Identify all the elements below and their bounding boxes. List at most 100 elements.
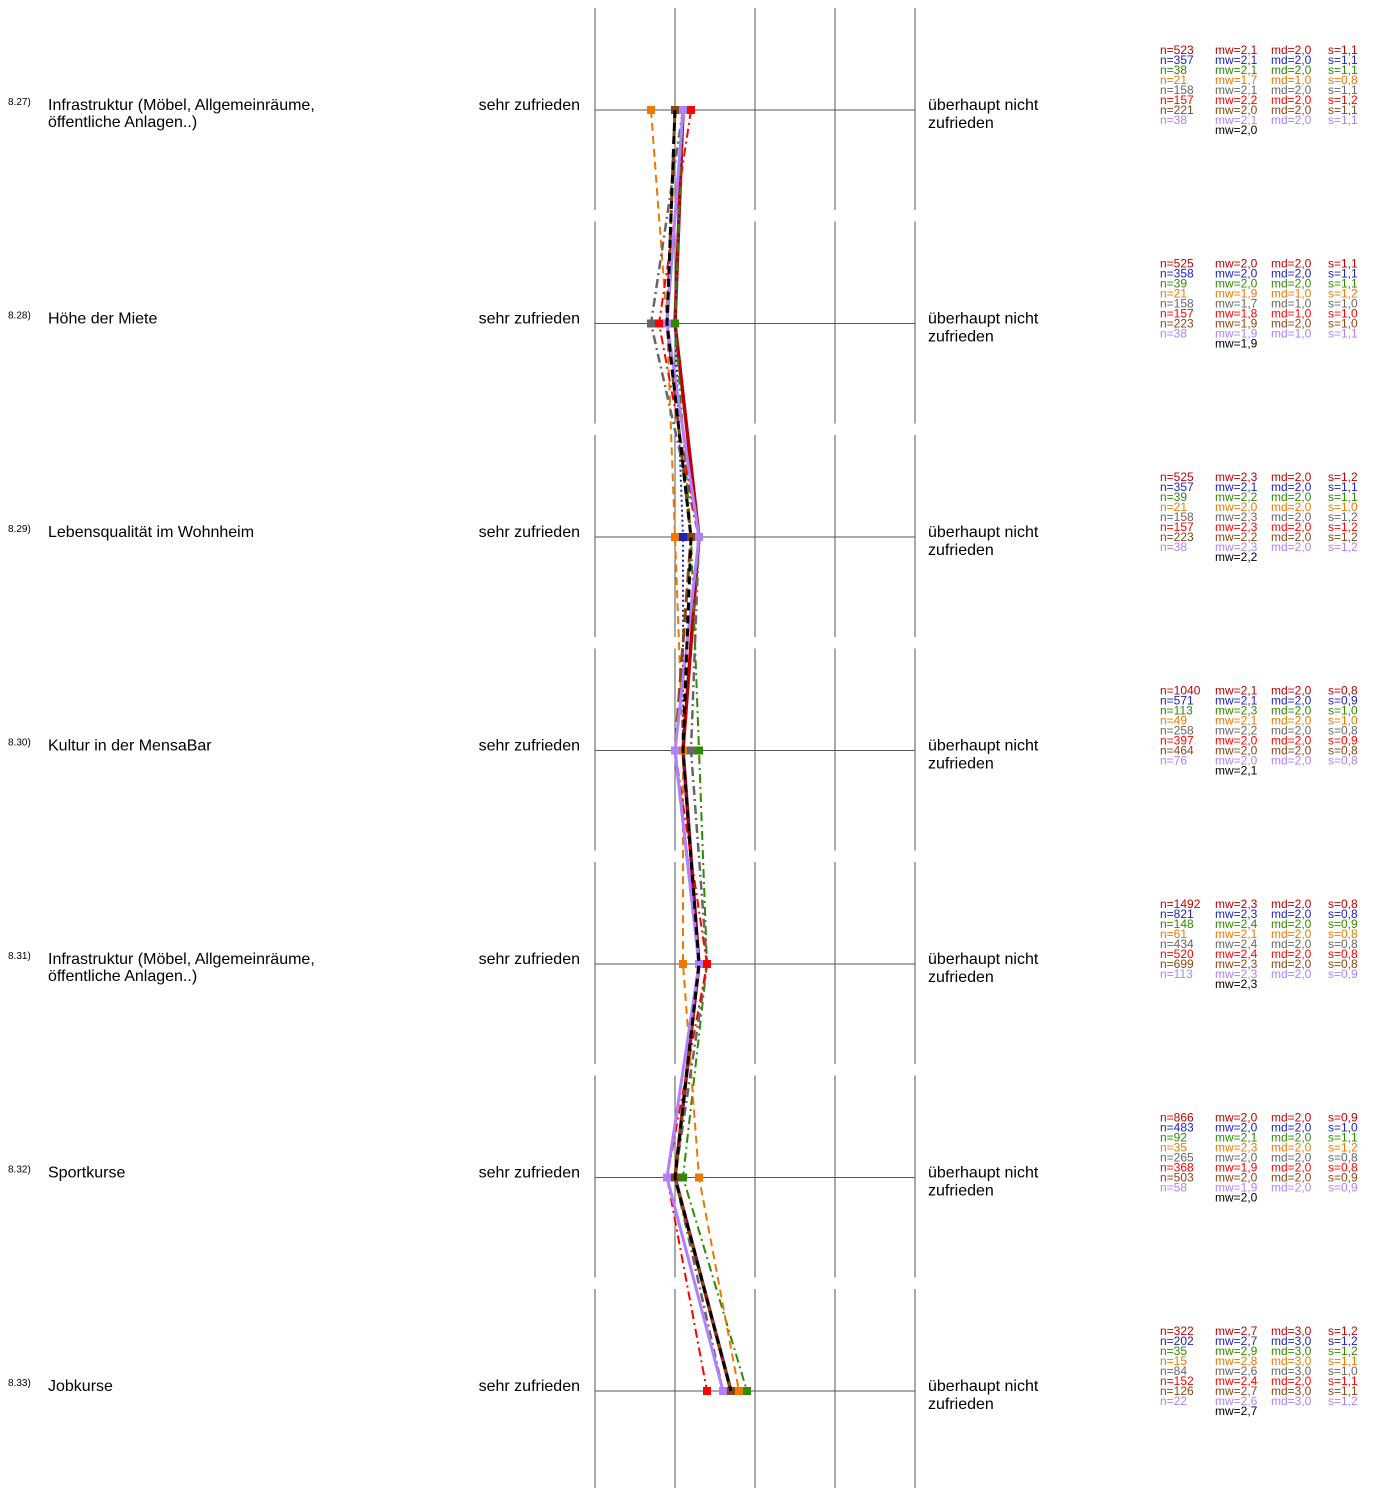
stat-median: md=2,0 [1271, 53, 1312, 67]
stat-sd: s=1,1 [1328, 327, 1358, 341]
series-point [687, 746, 695, 755]
series-point [703, 1387, 711, 1395]
stat-sd: s=1,1 [1328, 490, 1358, 504]
stat-median: md=2,0 [1271, 93, 1312, 107]
stat-n: n=126 [1160, 1384, 1194, 1398]
stat-sd: s=1,1 [1328, 1384, 1358, 1398]
left-pole-label: sehr zufrieden [479, 951, 580, 968]
stat-n: n=223 [1160, 317, 1194, 331]
stat-mean: mw=2,0 [1215, 1121, 1258, 1135]
stat-sd: s=1,2 [1328, 287, 1358, 301]
stat-median: md=1,0 [1271, 307, 1312, 321]
stat-sd: s=1,2 [1328, 1334, 1358, 1348]
labels: 8.27) Infrastruktur (Möbel, Allgemeinräum… [8, 97, 1039, 1413]
right-pole-label: zufrieden [928, 1183, 994, 1200]
series-point [679, 106, 687, 114]
stat-median: md=2,0 [1271, 694, 1312, 708]
stat-median: md=2,0 [1271, 1121, 1312, 1135]
stat-mean: mw=1,9 [1215, 327, 1258, 341]
stat-mean: mw=2,4 [1215, 1374, 1258, 1388]
stat-median: md=1,0 [1271, 287, 1312, 301]
stat-median: md=2,0 [1271, 1151, 1312, 1165]
series-point [687, 106, 695, 114]
right-pole-label: überhaupt nicht [928, 1165, 1039, 1182]
stat-median: md=2,0 [1271, 277, 1312, 291]
left-pole-label: sehr zufrieden [479, 524, 580, 541]
series-point [671, 319, 679, 328]
question-label: Jobkurse [48, 1378, 113, 1395]
stat-sd: s=0,8 [1328, 907, 1358, 921]
stat-n: n=525 [1160, 470, 1194, 484]
question-number: 8.30) [8, 738, 31, 749]
stat-sd: s=1,2 [1328, 1141, 1358, 1155]
stat-median: md=2,0 [1271, 267, 1312, 281]
stat-overall-mean: mw=2,0 [1215, 123, 1258, 137]
series-point [647, 106, 655, 114]
stat-mean: mw=2,1 [1215, 480, 1258, 494]
stat-mean: mw=2,1 [1215, 53, 1258, 67]
stat-median: md=2,0 [1271, 500, 1312, 514]
stat-n: n=483 [1160, 1121, 1194, 1135]
stat-sd: s=1,2 [1328, 1344, 1358, 1358]
stat-mean: mw=2,1 [1215, 714, 1258, 728]
stat-sd: s=0,9 [1328, 734, 1358, 748]
stat-n: n=265 [1160, 1151, 1194, 1165]
stat-n: n=158 [1160, 510, 1194, 524]
stat-mean: mw=2,2 [1215, 724, 1258, 738]
question-label: Lebensqualität im Wohnheim [48, 524, 254, 541]
stat-sd: s=1,2 [1328, 93, 1358, 107]
question-number: 8.32) [8, 1165, 31, 1176]
stat-sd: s=1,1 [1328, 277, 1358, 291]
right-pole-label: überhaupt nicht [928, 1378, 1039, 1395]
stat-mean: mw=2,7 [1215, 1334, 1258, 1348]
stat-n: n=525 [1160, 257, 1194, 271]
stat-median: md=2,0 [1271, 734, 1312, 748]
stat-sd: s=0,8 [1328, 1161, 1358, 1175]
stat-sd: s=0,9 [1328, 1111, 1358, 1125]
stat-median: md=2,0 [1271, 63, 1312, 77]
stat-median: md=2,0 [1271, 957, 1312, 971]
stat-sd: s=1,1 [1328, 43, 1358, 57]
stat-mean: mw=2,3 [1215, 957, 1258, 971]
stat-median: md=2,0 [1271, 1131, 1312, 1145]
stat-mean: mw=2,3 [1215, 470, 1258, 484]
stat-sd: s=1,2 [1328, 530, 1358, 544]
series-point [655, 319, 663, 328]
stat-median: md=2,0 [1271, 113, 1312, 127]
stat-median: md=2,0 [1271, 1161, 1312, 1175]
stat-median: md=2,0 [1271, 1181, 1312, 1195]
stat-median: md=2,0 [1271, 1374, 1312, 1388]
stat-median: md=3,0 [1271, 1364, 1312, 1378]
stat-n: n=21 [1160, 287, 1187, 301]
stat-sd: s=1,0 [1328, 1364, 1358, 1378]
series-point [663, 1173, 671, 1182]
stat-n: n=157 [1160, 93, 1194, 107]
stat-n: n=464 [1160, 744, 1194, 758]
stat-sd: s=0,8 [1328, 927, 1358, 941]
stat-overall-mean: mw=2,7 [1215, 1404, 1258, 1418]
stat-median: md=2,0 [1271, 947, 1312, 961]
stat-n: n=58 [1160, 1181, 1187, 1195]
stat-n: n=113 [1160, 704, 1193, 718]
stat-mean: mw=2,2 [1215, 490, 1258, 504]
stat-n: n=39 [1160, 277, 1187, 291]
stat-mean: mw=1,9 [1215, 287, 1258, 301]
stat-sd: s=1,2 [1328, 1394, 1358, 1408]
stat-mean: mw=2,1 [1215, 927, 1258, 941]
stat-mean: mw=1,7 [1215, 73, 1258, 87]
stat-sd: s=1,1 [1328, 1131, 1358, 1145]
stat-mean: mw=2,3 [1215, 704, 1258, 718]
stat-overall-mean: mw=2,0 [1215, 1191, 1258, 1205]
stat-sd: s=1,1 [1328, 53, 1358, 67]
stat-mean: mw=2,0 [1215, 267, 1258, 281]
right-pole-label: überhaupt nicht [928, 97, 1039, 114]
stat-sd: s=1,1 [1328, 267, 1358, 281]
stat-median: md=2,0 [1271, 724, 1312, 738]
stat-median: md=2,0 [1271, 1171, 1312, 1185]
stat-n: n=1040 [1160, 684, 1201, 698]
stat-mean: mw=2,3 [1215, 907, 1258, 921]
stat-median: md=1,0 [1271, 327, 1312, 341]
stat-n: n=35 [1160, 1344, 1187, 1358]
stat-sd: s=1,0 [1328, 317, 1358, 331]
stat-n: n=221 [1160, 103, 1194, 117]
